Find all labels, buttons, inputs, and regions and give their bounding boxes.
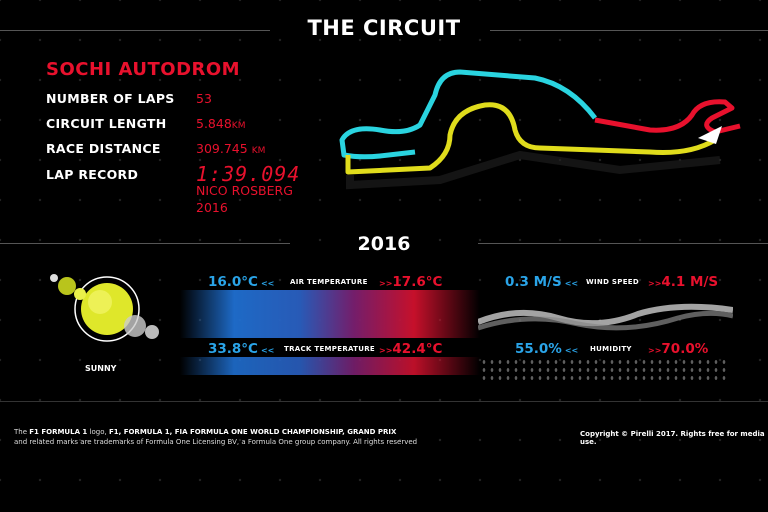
sun-icon <box>50 274 159 342</box>
page-title: THE CIRCUIT <box>307 16 461 40</box>
air-temp-max: >>17.6°C <box>379 274 443 290</box>
year-line-left <box>0 243 290 244</box>
humidity-label: HUMIDITY <box>590 345 632 353</box>
circuit-name: SOCHI AUTODROM <box>46 59 241 80</box>
humidity-max: >>70.0% <box>648 341 709 357</box>
wind-speed-label: WIND SPEED <box>586 278 639 286</box>
lap-record-year: 2016 <box>196 200 228 215</box>
distance-value: 309.745 KM <box>196 141 266 156</box>
distance-label: RACE DISTANCE <box>46 141 161 156</box>
track-sector-2 <box>594 99 741 135</box>
legal-line-1: The F1 FORMULA 1 logo, F1, FORMULA 1, FI… <box>14 428 397 436</box>
track-sector-1 <box>339 69 597 160</box>
wind-wave-graphic <box>478 303 733 331</box>
air-temp-min: 16.0°C << <box>208 274 275 290</box>
lap-record-driver: NICO ROSBERG <box>196 183 293 198</box>
humidity-droplets <box>480 358 730 382</box>
copyright: Copyright © Pirelli 2017. Rights free fo… <box>580 430 765 446</box>
track-map <box>339 69 741 190</box>
weather-condition: SUNNY <box>85 364 117 373</box>
track-temp-label: TRACK TEMPERATURE <box>284 345 376 353</box>
lap-record-label: LAP RECORD <box>46 167 139 182</box>
laps-label: NUMBER OF LAPS <box>46 91 175 106</box>
track-temp-min: 33.8°C << <box>208 341 275 357</box>
header-line-left <box>0 30 270 31</box>
air-temp-label: AIR TEMPERATURE <box>290 278 368 286</box>
track-sector-3 <box>345 102 717 175</box>
wind-speed-min: 0.3 M/S << <box>505 274 579 290</box>
air-temp-gradient <box>180 290 480 338</box>
track-temp-gradient <box>180 357 480 375</box>
legal-line-2: and related marks are trademarks of Form… <box>14 438 418 446</box>
weather-year: 2016 <box>357 233 411 255</box>
year-line-right <box>478 243 768 244</box>
lap-record-time: 1:39.094 <box>196 162 301 186</box>
length-value: 5.848KM <box>196 116 246 131</box>
wind-speed-max: >>4.1 M/S <box>648 274 719 290</box>
track-temp-max: >>42.4°C <box>379 341 443 357</box>
header-line-right <box>490 30 768 31</box>
length-label: CIRCUIT LENGTH <box>46 116 167 131</box>
footer-line <box>0 401 768 402</box>
direction-arrow-icon <box>698 126 722 144</box>
humidity-min: 55.0% << <box>515 341 579 357</box>
track-reflection <box>346 150 721 190</box>
laps-value: 53 <box>196 91 212 106</box>
